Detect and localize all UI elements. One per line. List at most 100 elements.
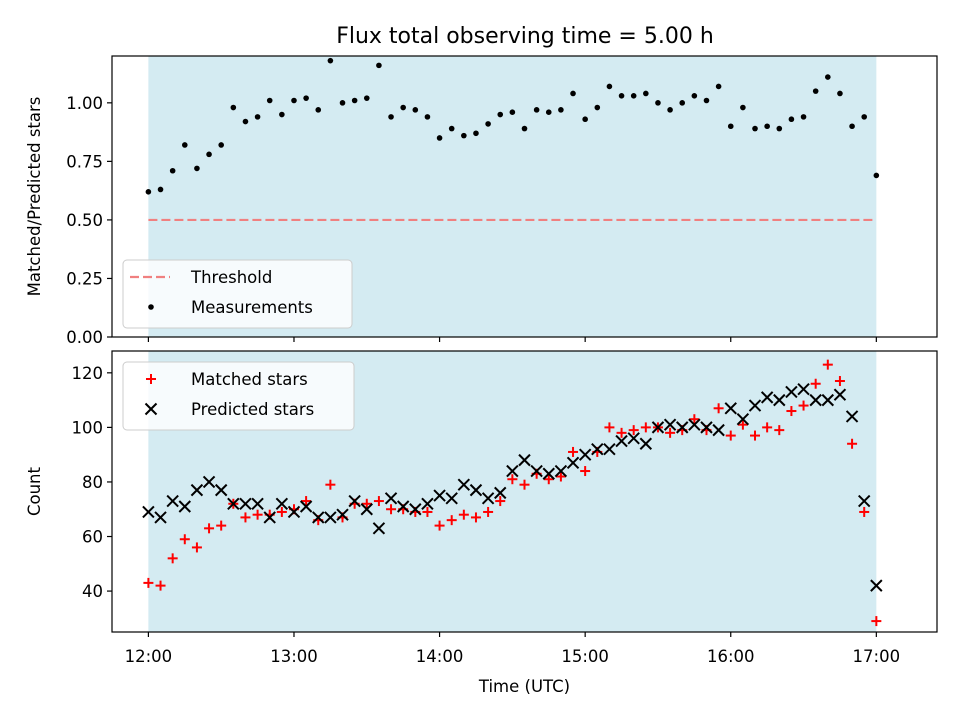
- measurement-point: [691, 93, 698, 99]
- matched-star-point: [834, 376, 845, 387]
- measurement-point: [169, 167, 176, 174]
- measurement-point: [509, 109, 516, 115]
- measurement-point: [218, 142, 224, 148]
- matched-star-point: [689, 414, 700, 425]
- measurement-point: [400, 104, 406, 111]
- predicted-star-point: [396, 500, 410, 513]
- measurement-point: [157, 186, 164, 193]
- predicted-star-point: [384, 492, 398, 505]
- predicted-star-point: [724, 402, 737, 415]
- y-tick-label: 0.75: [66, 152, 103, 171]
- predicted-star-point: [263, 511, 276, 524]
- predicted-star-point: [336, 508, 349, 521]
- measurement-point: [279, 111, 285, 118]
- measurement-point: [582, 116, 588, 123]
- predicted-star-point: [639, 437, 653, 450]
- predicted-star-point: [227, 497, 240, 510]
- legend-label: Predicted stars: [191, 400, 314, 419]
- predicted-star-point: [372, 522, 386, 535]
- predicted-star-point: [554, 464, 568, 478]
- matched-star-point: [750, 430, 761, 441]
- matched-star-point: [252, 509, 263, 520]
- predicted-star-point: [760, 391, 774, 404]
- legend-label: Matched stars: [191, 370, 308, 389]
- measurement-point: [752, 125, 758, 132]
- measurement-point: [703, 97, 710, 104]
- measurement-point: [764, 123, 770, 130]
- measurement-point: [776, 125, 783, 132]
- matched-star-point: [507, 474, 518, 485]
- predicted-star-point: [821, 393, 835, 407]
- matched-star-point: [204, 523, 215, 534]
- measurement-point: [242, 118, 249, 125]
- predicted-star-point: [154, 511, 167, 524]
- predicted-star-point: [166, 494, 179, 508]
- measurement-point: [181, 142, 188, 148]
- measurement-point: [812, 88, 819, 94]
- predicted-star-point: [433, 489, 446, 502]
- x-tick-label: 15:00: [561, 647, 609, 666]
- matched-star-point: [580, 466, 591, 477]
- measurement-point: [618, 93, 625, 99]
- predicted-star-point: [566, 456, 580, 470]
- matched-star-point: [361, 498, 372, 509]
- matched-star-point: [568, 446, 579, 457]
- predicted-star-point: [312, 511, 325, 524]
- measurement-point: [655, 100, 661, 106]
- predicted-star-point: [870, 579, 883, 592]
- predicted-star-point: [748, 399, 762, 412]
- predicted-star-point: [700, 421, 713, 434]
- matched-star-point: [859, 506, 870, 517]
- predicted-star-point: [506, 464, 519, 478]
- predicted-star-point: [251, 497, 264, 510]
- matched-star-point: [616, 427, 627, 438]
- measurement-point: [606, 83, 613, 90]
- matched-star-point: [628, 425, 639, 436]
- x-tick-label: 13:00: [270, 647, 318, 666]
- measurement-point: [436, 135, 443, 141]
- matched-star-point: [665, 427, 676, 438]
- matched-star-point: [495, 496, 506, 507]
- predicted-star-point: [360, 503, 373, 516]
- matched-star-point: [713, 403, 724, 414]
- legend-measurement-swatch: [148, 304, 154, 310]
- measurement-point: [473, 130, 479, 137]
- matched-star-point: [179, 534, 190, 545]
- measurement-point: [461, 132, 467, 139]
- matched-star-point: [555, 471, 566, 482]
- measurement-point: [303, 95, 309, 101]
- predicted-star-point: [348, 494, 361, 508]
- measurement-point: [679, 100, 686, 106]
- matched-star-point: [798, 400, 809, 411]
- y-tick-label: 40: [82, 582, 103, 601]
- measurement-point: [594, 104, 601, 111]
- measurement-point: [376, 62, 382, 69]
- measurement-point: [643, 90, 649, 97]
- predicted-star-point: [603, 443, 616, 456]
- measurement-point: [545, 109, 552, 115]
- measurement-point: [424, 114, 431, 120]
- predicted-star-point: [615, 434, 628, 448]
- measurement-point: [667, 107, 673, 113]
- legend-box: [122, 259, 353, 329]
- predicted-star-point: [688, 418, 701, 431]
- matched-star-point: [640, 422, 651, 433]
- predicted-star-point: [142, 505, 155, 519]
- y-tick-label: 120: [72, 364, 104, 383]
- predicted-star-point: [809, 393, 822, 407]
- predicted-star-point: [178, 500, 192, 513]
- x-tick-label: 12:00: [125, 647, 173, 666]
- matched-star-point: [847, 438, 858, 449]
- predicted-star-point: [651, 421, 665, 434]
- measurement-point: [630, 93, 637, 99]
- measurement-point: [206, 151, 212, 158]
- y-axis-label: Count: [25, 466, 44, 516]
- matched-star-point: [519, 479, 530, 490]
- matched-star-point: [822, 359, 833, 370]
- predicted-star-point: [845, 410, 859, 423]
- matched-star-point: [543, 474, 554, 485]
- predicted-star-point: [797, 382, 810, 396]
- predicted-star-point: [409, 503, 422, 516]
- measurement-point: [570, 90, 576, 97]
- measurement-point: [497, 111, 504, 118]
